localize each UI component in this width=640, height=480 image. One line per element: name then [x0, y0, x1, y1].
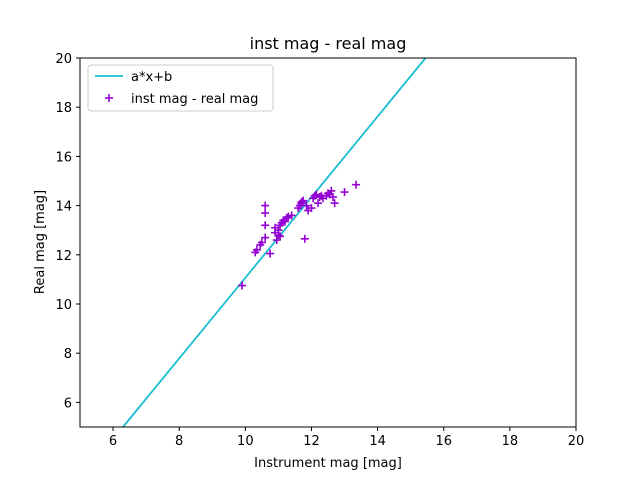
- plot-frame: [79, 57, 577, 428]
- legend-marker-swatch: [105, 94, 113, 102]
- y-tick-label: 6: [64, 396, 72, 411]
- y-tick-label: 10: [55, 298, 72, 313]
- data-point: [261, 208, 270, 217]
- x-tick-label: 20: [568, 434, 585, 449]
- data-point: [276, 232, 285, 241]
- data-point: [352, 180, 361, 189]
- data-point: [238, 281, 247, 290]
- data-point: [340, 188, 349, 197]
- x-tick-label: 18: [502, 434, 519, 449]
- data-point: [299, 196, 308, 205]
- data-point: [327, 186, 336, 195]
- x-tick-label: 16: [435, 434, 452, 449]
- data-point: [252, 245, 261, 254]
- y-tick-label: 12: [55, 249, 72, 264]
- y-axis-label: Real mag [mag]: [33, 190, 48, 294]
- chart-title: inst mag - real mag: [250, 34, 407, 53]
- y-tick-label: 16: [55, 150, 72, 165]
- data-point: [307, 204, 316, 213]
- x-tick-label: 14: [369, 434, 386, 449]
- legend: a*x+b inst mag - real mag: [87, 64, 274, 112]
- legend-label-fit: a*x+b: [131, 70, 172, 85]
- legend-label-scatter: inst mag - real mag: [131, 92, 258, 107]
- data-point: [314, 199, 323, 208]
- data-point: [261, 221, 270, 230]
- fit-line: [122, 58, 427, 427]
- x-tick-label: 8: [175, 434, 183, 449]
- axes: 6 8 10 12 14 16 18 20 6 8 10 12 14 16 18 20: [55, 52, 584, 449]
- data-point: [266, 249, 275, 258]
- data-point: [261, 201, 270, 210]
- x-tick-label: 6: [109, 434, 117, 449]
- data-point: [302, 201, 311, 210]
- y-tick-label: 14: [55, 200, 72, 215]
- data-point: [300, 234, 309, 243]
- x-axis-label: Instrument mag [mag]: [254, 456, 402, 471]
- data-point: [297, 197, 306, 206]
- data-point: [287, 211, 296, 220]
- x-tick-label: 10: [237, 434, 254, 449]
- data-point: [330, 199, 339, 208]
- legend-box: [87, 64, 274, 112]
- plot-area: [122, 58, 427, 427]
- y-tick-label: 20: [55, 52, 72, 67]
- data-point: [282, 213, 291, 222]
- y-tick-label: 8: [64, 347, 72, 362]
- data-point: [274, 226, 283, 235]
- data-point: [328, 192, 337, 201]
- data-point: [261, 233, 270, 242]
- data-point: [257, 238, 266, 247]
- data-point: [281, 217, 290, 226]
- y-tick-label: 18: [55, 101, 72, 116]
- x-tick-label: 12: [303, 434, 320, 449]
